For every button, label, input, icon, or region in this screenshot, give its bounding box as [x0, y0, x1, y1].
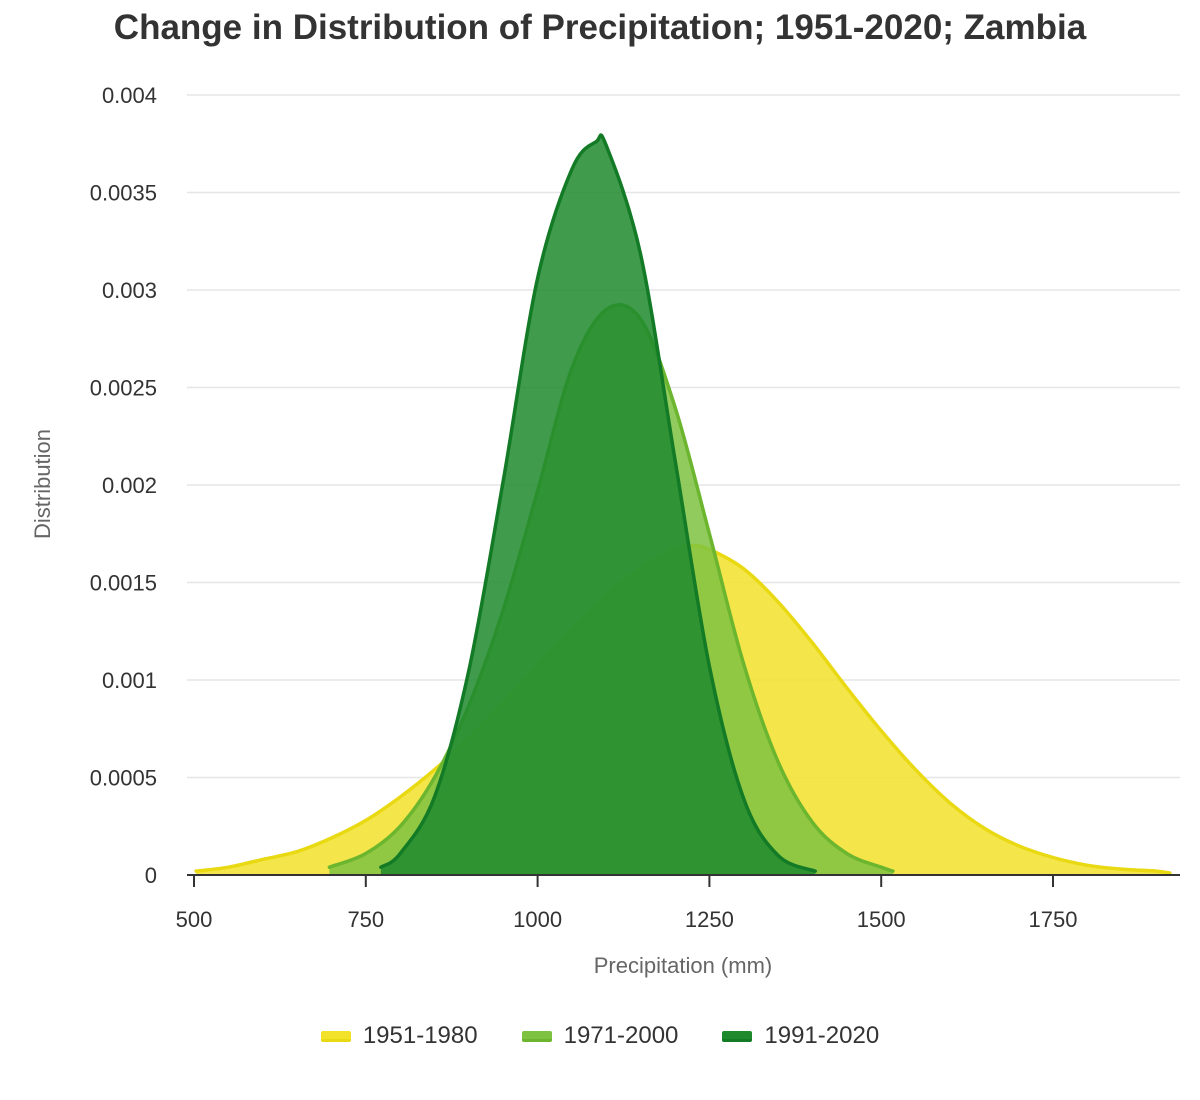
- y-tick-label: 0.0035: [90, 181, 157, 206]
- axes: 500 750 1000 1250 1500 1750: [176, 874, 1180, 932]
- y-tick-label: 0.003: [102, 278, 157, 303]
- legend-item-1991-2020[interactable]: 1991-2020: [722, 1022, 879, 1050]
- legend-swatch: [521, 1030, 552, 1042]
- y-tick-label: 0.0015: [90, 571, 157, 596]
- x-tick-label: 500: [176, 907, 213, 932]
- legend-swatch: [320, 1030, 351, 1042]
- x-tick-label: 1250: [685, 907, 734, 932]
- x-axis-title: Precipitation (mm): [594, 953, 772, 978]
- x-tick-label: 1750: [1029, 907, 1078, 932]
- y-tick-label: 0.0005: [90, 766, 157, 791]
- legend: 1951-1980 1971-2000 1991-2020: [0, 1022, 1200, 1050]
- y-tick-label: 0.001: [102, 668, 157, 693]
- chart-title: Change in Distribution of Precipitation;…: [113, 8, 1087, 47]
- series-layer: [194, 133, 1172, 875]
- y-tick-label: 0.002: [102, 473, 157, 498]
- x-tick-label: 1500: [857, 907, 906, 932]
- legend-item-1951-1980[interactable]: 1951-1980: [320, 1022, 478, 1050]
- series-line-1991-2020: [379, 133, 817, 873]
- y-axis-title: Distribution: [30, 429, 55, 539]
- series-area-1991-2020: [380, 135, 816, 875]
- legend-label: 1951-1980: [362, 1022, 478, 1049]
- x-tick-label: 1000: [513, 907, 562, 932]
- y-tick-label: 0: [145, 863, 157, 888]
- legend-label: 1991-2020: [764, 1022, 880, 1049]
- legend-item-1971-2000[interactable]: 1971-2000: [521, 1022, 679, 1050]
- y-tick-label: 0.004: [102, 83, 157, 108]
- legend-label: 1971-2000: [563, 1022, 679, 1049]
- legend-swatch: [722, 1030, 753, 1042]
- x-tick-label: 750: [347, 907, 384, 932]
- y-tick-label: 0.0025: [90, 376, 157, 401]
